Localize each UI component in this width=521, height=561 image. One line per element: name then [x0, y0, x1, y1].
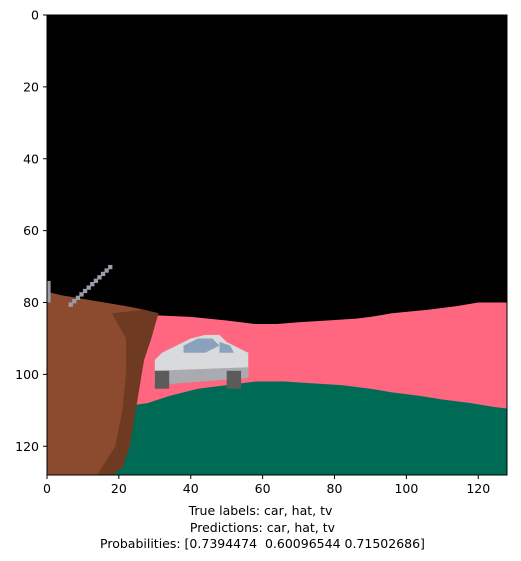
car-lower-shadow: [154, 367, 249, 386]
x-tick-label: 80: [327, 481, 343, 496]
image-panel: [47, 15, 507, 475]
y-tick-label: 60: [23, 223, 39, 238]
x-tick-label: 60: [255, 481, 271, 496]
probabilities-text: Probabilities: [0.7394474 0.60096544 0.7…: [96, 536, 425, 551]
car-rear-window: [219, 342, 234, 353]
x-tick-label: 40: [183, 481, 199, 496]
antenna-pixel: [93, 278, 99, 283]
y-tick-label: 100: [15, 367, 39, 382]
antenna-pixel: [79, 292, 84, 297]
x-tick-label: 100: [394, 481, 418, 496]
x-tick-label: 0: [43, 481, 51, 496]
axes-frame: [46, 14, 508, 476]
antenna-pixel: [82, 288, 88, 294]
car-rear-wheel: [226, 370, 242, 389]
true-labels-text: True labels: car, hat, tv: [188, 503, 333, 518]
y-tick-label: 20: [23, 79, 39, 94]
y-tick-label: 80: [23, 295, 39, 310]
antenna-pixel: [108, 264, 113, 270]
antenna-pixel: [72, 299, 77, 304]
antenna-pixel: [97, 275, 102, 280]
y-tick-label: 40: [23, 151, 39, 166]
antenna-pixel: [90, 282, 95, 287]
predictions-text: Predictions: car, hat, tv: [185, 520, 336, 535]
antenna-pixel: [86, 285, 91, 290]
antenna-base: [47, 280, 51, 303]
floor-region: [47, 381, 507, 475]
y-tick-label: 120: [15, 439, 39, 454]
antenna-pixel: [100, 271, 106, 277]
antenna-pixel: [104, 268, 109, 273]
antenna-pixel: [75, 295, 81, 300]
antenna-pixel: [68, 302, 73, 307]
y-tick-label: 0: [31, 8, 39, 23]
x-axis: 0 20 40 60 80 100 120: [43, 475, 490, 496]
y-axis: 0 20 40 60 80 100 120: [15, 8, 47, 454]
x-tick-label: 20: [111, 481, 127, 496]
hat-shadow: [97, 309, 159, 475]
car-front-wheel: [154, 370, 170, 389]
x-tick-label: 120: [466, 481, 490, 496]
car-window: [183, 338, 220, 353]
